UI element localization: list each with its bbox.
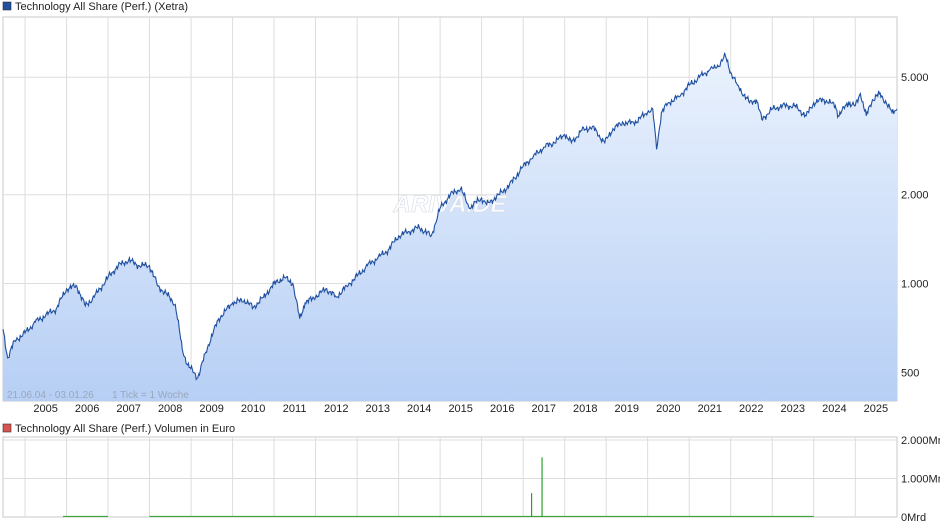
x-tick-label: 2020: [656, 403, 680, 415]
volume-bars: [63, 457, 814, 517]
x-tick-label: 2024: [822, 403, 846, 415]
x-tick-label: 2022: [739, 403, 763, 415]
tick-caption: 1 Tick = 1 Woche: [112, 390, 189, 401]
volume-y-tick-label: 0Mrd: [901, 512, 926, 524]
x-tick-label: 2025: [864, 403, 888, 415]
y-tick-label: 2.000: [901, 190, 929, 202]
x-tick-label: 2021: [698, 403, 722, 415]
x-tick-label: 2014: [407, 403, 431, 415]
x-tick-label: 2017: [532, 403, 556, 415]
price-line: [2, 52, 898, 381]
x-tick-label: 2018: [573, 403, 597, 415]
volume-legend-swatch: [2, 423, 12, 433]
x-axis-ticks: 2005 2006 2007 2008 2009 2010 2011 2012 2013 2014…: [33, 403, 888, 415]
range-caption: 21.06.04 - 03.01.26: [7, 390, 94, 401]
price-legend-swatch: [2, 1, 12, 11]
y-tick-label: 500: [901, 367, 919, 379]
x-tick-label: 2005: [33, 403, 57, 415]
price-area: [3, 52, 897, 402]
x-tick-label: 2019: [614, 403, 638, 415]
x-tick-label: 2009: [199, 403, 223, 415]
volume-y-tick-label: 2.000Mrd: [901, 435, 940, 447]
x-tick-label: 2008: [158, 403, 182, 415]
volume-grid: [3, 437, 897, 517]
price-y-ticks: 500 1.000 2.000 5.000: [901, 72, 929, 379]
x-tick-label: 2011: [283, 403, 307, 415]
y-tick-label: 5.000: [901, 72, 929, 84]
x-tick-label: 2015: [448, 403, 472, 415]
x-tick-label: 2010: [241, 403, 265, 415]
x-tick-label: 2016: [490, 403, 514, 415]
volume-y-ticks: 0Mrd 1.000Mrd 2.000Mrd: [901, 435, 940, 524]
price-legend-label: Technology All Share (Perf.) (Xetra): [15, 1, 188, 13]
volume-bar: [530, 493, 533, 517]
y-tick-label: 1.000: [901, 279, 929, 291]
volume-bar: [541, 457, 543, 517]
x-tick-label: 2012: [324, 403, 348, 415]
x-tick-label: 2007: [116, 403, 140, 415]
x-tick-label: 2023: [781, 403, 805, 415]
volume-legend-label: Technology All Share (Perf.) Volumen in …: [15, 423, 235, 435]
x-tick-label: 2013: [365, 403, 389, 415]
x-tick-label: 2006: [75, 403, 99, 415]
volume-plot-frame: [2, 436, 898, 518]
volume-y-tick-label: 1.000Mrd: [901, 474, 940, 486]
